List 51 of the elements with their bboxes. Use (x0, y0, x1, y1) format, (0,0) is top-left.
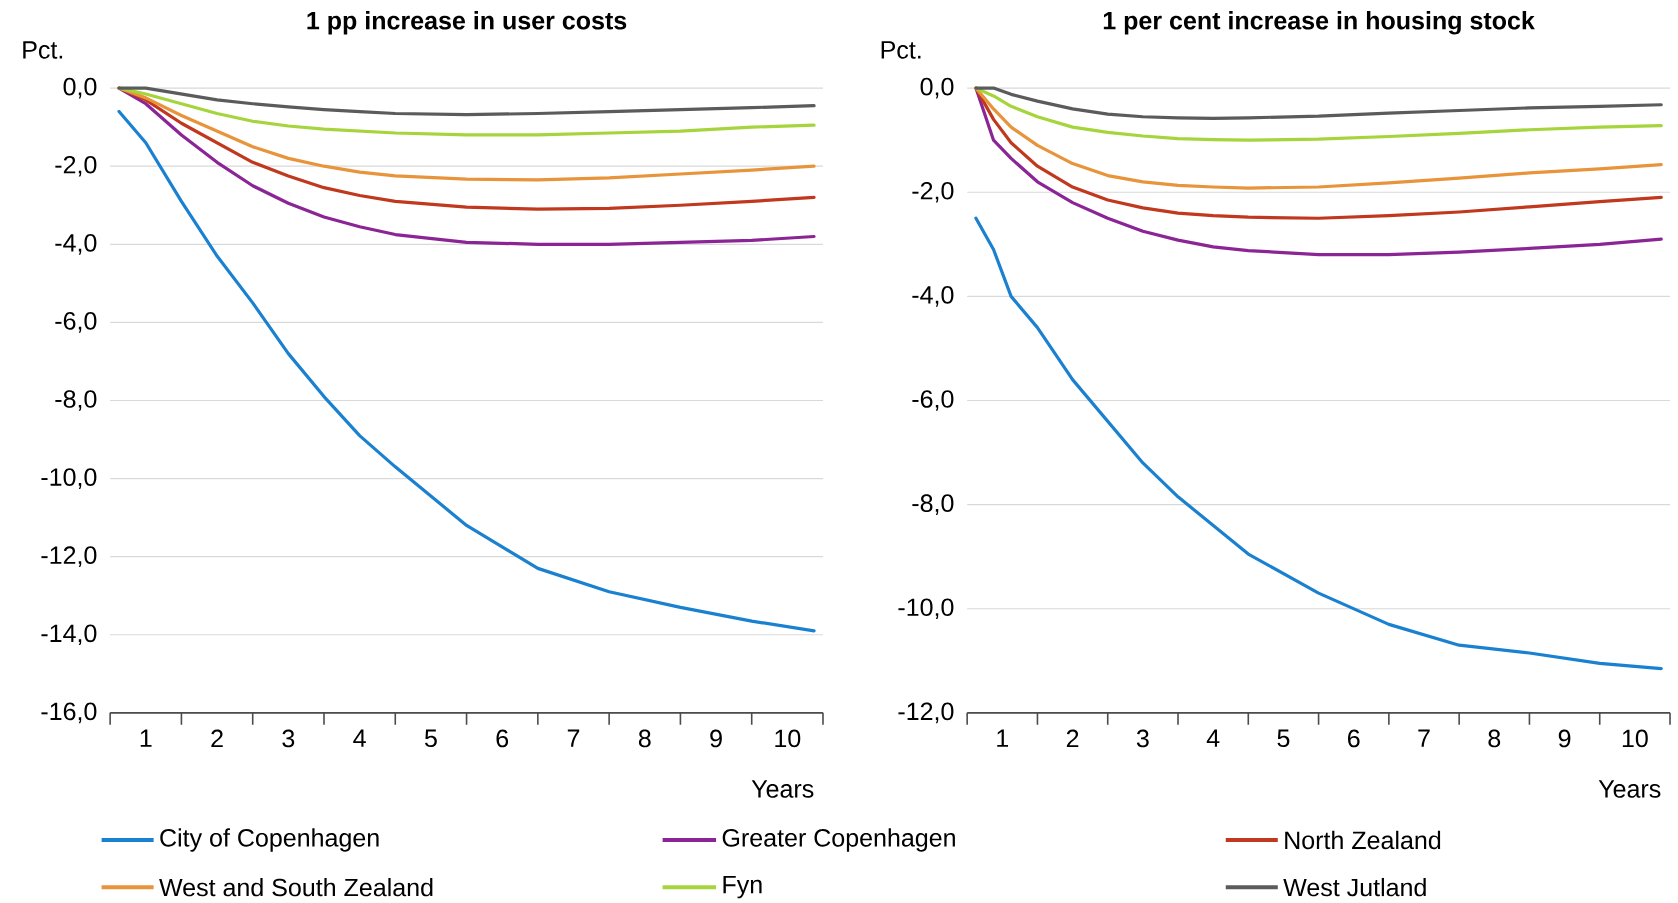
legend-label: Fyn (723, 875, 762, 899)
x-tick-label: 1 (140, 729, 152, 747)
x-tick-label: 5 (1277, 729, 1290, 748)
x-tick-label: 10 (1622, 729, 1648, 748)
x-tick-label: 7 (1418, 729, 1430, 747)
y-tick-label: -4,0 (912, 286, 954, 307)
x-tick-label: 6 (1348, 729, 1360, 748)
x-tick-label: 8 (638, 729, 651, 748)
x-tick-label: 3 (1136, 729, 1149, 748)
x-tick-label: 1 (997, 729, 1009, 747)
y-tick-label: -6,0 (55, 312, 97, 333)
line-series (974, 86, 1663, 142)
y-tick-label: -6,0 (912, 390, 954, 411)
y-tick-label: -12,0 (898, 702, 954, 724)
y-tick-label: 0,0 (920, 77, 954, 99)
x-tick-label: 2 (1066, 729, 1079, 748)
x-tick-label: 6 (496, 729, 509, 748)
legend-label: City of Copenhagen (160, 828, 379, 852)
x-tick-label: 4 (353, 729, 366, 747)
y-tick-label: -10,0 (41, 468, 97, 489)
y-axis-title: Pct. (23, 41, 63, 59)
y-tick-label: -2,0 (912, 181, 954, 203)
y-tick-label: -2,0 (55, 155, 97, 177)
y-tick-label: -12,0 (41, 546, 97, 567)
line-series (117, 109, 816, 633)
legend-label: North Zealand (1285, 830, 1441, 850)
x-tick-label: 9 (710, 729, 722, 748)
legend-label: West and South Zealand (159, 877, 433, 897)
line-series (974, 86, 1663, 120)
x-tick-label: 8 (1488, 729, 1501, 748)
x-tick-label: 2 (211, 729, 223, 748)
y-tick-label: -16,0 (41, 702, 97, 724)
x-axis-title: Years (1598, 780, 1661, 798)
y-tick-label: -14,0 (41, 624, 97, 646)
x-tick-label: 10 (775, 729, 801, 748)
y-tick-label: 0,0 (63, 77, 97, 99)
x-tick-label: 4 (1206, 729, 1220, 747)
legend-label: Greater Copenhagen (722, 828, 955, 852)
chart-title: 1 per cent increase in housing stock (1103, 11, 1535, 35)
y-tick-label: -8,0 (912, 494, 954, 515)
chart-title: 1 pp increase in user costs (307, 11, 627, 35)
y-tick-label: -4,0 (55, 233, 97, 255)
y-axis-title: Pct. (881, 41, 921, 59)
x-axis-title: Years (751, 780, 814, 798)
x-tick-label: 7 (567, 729, 580, 747)
x-tick-label: 9 (1558, 729, 1571, 748)
y-tick-label: -10,0 (898, 598, 954, 620)
x-tick-label: 5 (424, 729, 437, 748)
x-tick-label: 3 (282, 729, 295, 748)
y-tick-label: -8,0 (55, 390, 97, 411)
legend-label: West Jutland (1283, 877, 1426, 897)
